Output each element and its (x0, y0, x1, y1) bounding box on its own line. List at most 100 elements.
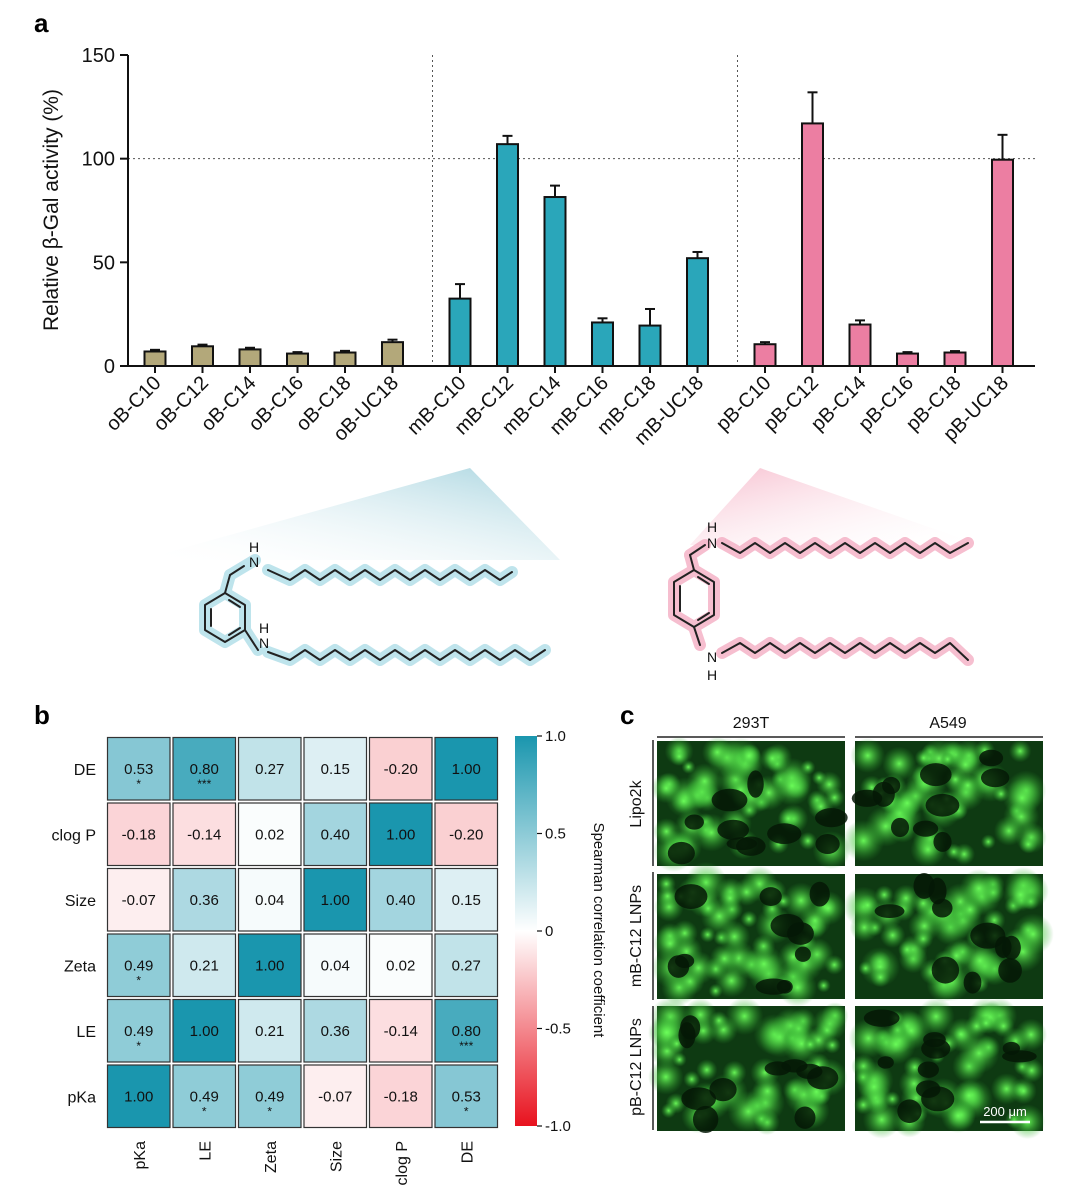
dark-gap (874, 904, 905, 919)
cell-blob (816, 978, 831, 993)
cell-blob (862, 1100, 901, 1139)
colorbar-tick-label: -0.5 (545, 1021, 571, 1038)
cell-blob (1002, 778, 1042, 818)
dark-gap (877, 1056, 894, 1069)
reference-lines (128, 55, 1035, 366)
dark-gap (933, 831, 952, 852)
heatmap-cell (303, 736, 368, 801)
heatmap-cell (172, 933, 237, 998)
cell-blob (913, 928, 934, 949)
cell-blob (686, 763, 723, 800)
heatmap-cell (172, 867, 237, 932)
heatmap-cell (434, 1064, 499, 1129)
cell-blob (990, 1073, 1023, 1105)
dark-gap (815, 834, 840, 855)
heatmap-cell-value: 0.21 (190, 957, 219, 974)
heatmap-cell-value: -0.14 (187, 826, 221, 843)
heatmap-cell (237, 802, 302, 867)
heatmap-cell-value: 0.53 (124, 761, 153, 778)
significance-stars: * (464, 1104, 469, 1118)
heatmap-cell-value: 1.00 (190, 1023, 219, 1040)
y-tick-label: 150 (82, 45, 115, 67)
cell-blob (892, 788, 922, 818)
y-tick-label: 100 (82, 149, 115, 171)
dark-gap (891, 817, 910, 838)
cell-blob (958, 1032, 1000, 1074)
bar-mB-C14 (543, 196, 567, 367)
dark-gap (998, 958, 1022, 983)
heatmap-cell (106, 802, 171, 867)
cell-blob (892, 884, 920, 912)
dark-gap (863, 1009, 900, 1027)
heatmap-cell-value: -0.14 (384, 1023, 418, 1040)
cell-blob (914, 748, 933, 767)
amine-h-label: H (249, 539, 259, 555)
dark-gap (681, 1087, 716, 1111)
dark-gap (675, 953, 695, 969)
cell-blob (752, 1075, 783, 1107)
cell-blob (759, 745, 785, 772)
row-label-clog-P: clog P (52, 827, 96, 844)
cell-blob (718, 886, 743, 911)
heatmap-cell (237, 867, 302, 932)
bar-series (143, 91, 1014, 368)
bar-mB-UC18 (686, 257, 709, 368)
dark-gap (980, 768, 1010, 788)
row-label-DE: DE (74, 762, 96, 779)
cell-blob (655, 884, 680, 908)
dark-gap (747, 770, 764, 798)
heatmap-cells: 0.53*0.80***0.27 0.15 -0.20 1.00-0.18 -0.14 0… (106, 736, 499, 1129)
bar-chart: Relative β-Gal activity (%) 0 50 100 150 oB… (40, 45, 1035, 450)
heatmap-cell-value: 0.40 (321, 826, 350, 843)
heatmap-cell-value: -0.20 (384, 761, 418, 778)
cell-blob (708, 983, 723, 999)
heatmap-cell-value: 1.00 (386, 826, 415, 843)
heatmap-cell (172, 802, 237, 867)
cell-blob (722, 1060, 747, 1085)
cell-blob (856, 894, 879, 916)
cell-blob (960, 940, 1000, 981)
heatmap-cell (303, 802, 368, 867)
amine-h-label: H (707, 519, 717, 535)
dark-gap (919, 763, 952, 787)
significance-stars: *** (197, 777, 211, 791)
cell-blob (1019, 1058, 1044, 1083)
cell-blob (709, 1010, 729, 1031)
amine-n-label: N (707, 535, 717, 551)
cell-blob (898, 940, 917, 959)
dark-gap (912, 820, 939, 837)
bar-pB-C16 (896, 352, 919, 367)
y-axis-label: Relative β-Gal activity (%) (40, 89, 63, 331)
heatmap-cell (106, 867, 171, 932)
cell-blob (959, 869, 999, 908)
heatmap-cell (237, 1064, 302, 1129)
dark-gap (931, 956, 960, 984)
amine-n-label: N (249, 554, 259, 570)
row-label-mB-C12: mB-C12 LNPs (628, 885, 645, 987)
cell-blob (699, 926, 716, 943)
cell-blob (848, 1018, 889, 1059)
cell-blob (1008, 739, 1032, 763)
dark-gap (787, 922, 814, 945)
y-tick-label: 0 (104, 356, 115, 378)
panel-letter-c: c (620, 700, 634, 730)
dark-gap (1002, 935, 1021, 960)
dark-gap (709, 1078, 737, 1102)
dark-gap (970, 922, 1006, 949)
heatmap-cell-value: -0.20 (449, 826, 483, 843)
dark-gap (684, 814, 704, 830)
heatmap-cell-value: 0.21 (255, 1023, 284, 1040)
heatmap-cell (303, 998, 368, 1063)
row-label-pKa: pKa (68, 1089, 97, 1106)
chemical-structures: N H N H (140, 468, 980, 683)
cell-blob (992, 1014, 1015, 1038)
dark-gap (667, 841, 695, 865)
heatmap-cell (237, 736, 302, 801)
colorbar-label: Spearman correlation coefficient (590, 823, 607, 1039)
cell-blob (772, 765, 813, 806)
row-label-lipo2k: Lipo2k (628, 779, 645, 827)
heatmap-cell-value: 1.00 (452, 761, 481, 778)
heatmap-cell (172, 1064, 237, 1129)
dark-gap (767, 823, 802, 845)
cell-blob (857, 1069, 892, 1104)
